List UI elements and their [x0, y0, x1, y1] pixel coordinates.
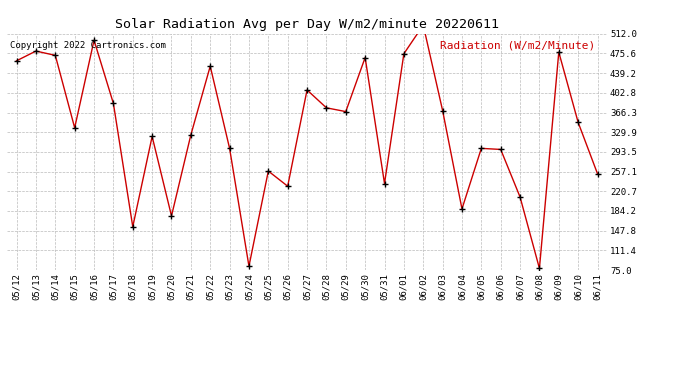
Text: Copyright 2022 Cartronics.com: Copyright 2022 Cartronics.com — [10, 41, 166, 50]
Text: Radiation (W/m2/Minute): Radiation (W/m2/Minute) — [440, 41, 595, 51]
Title: Solar Radiation Avg per Day W/m2/minute 20220611: Solar Radiation Avg per Day W/m2/minute … — [115, 18, 499, 31]
